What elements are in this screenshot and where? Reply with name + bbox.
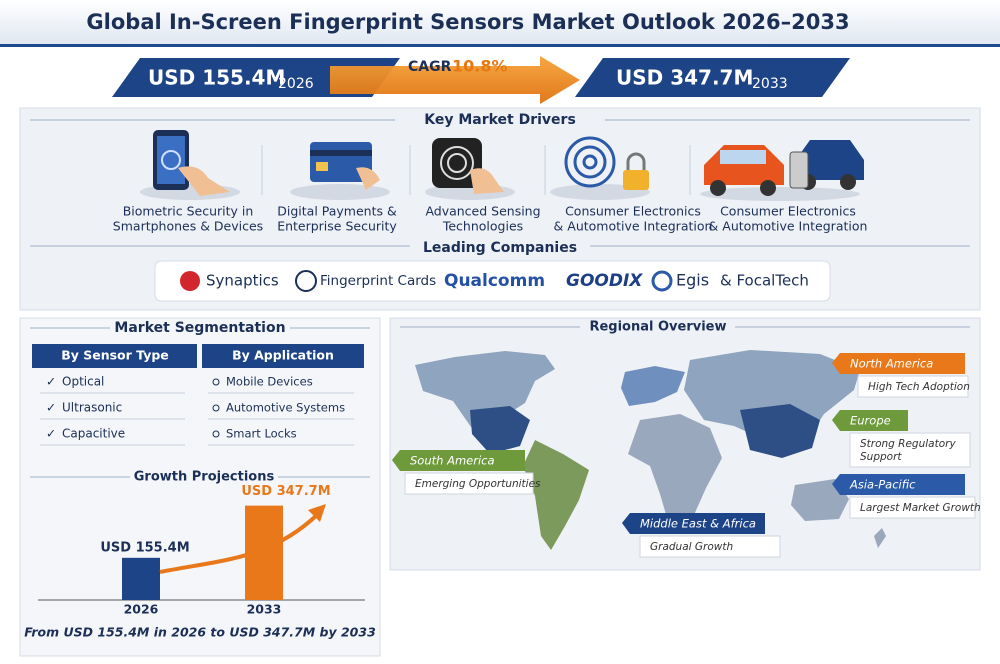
start-banner <box>112 58 400 97</box>
driver-label: Digital Payments & <box>277 204 397 219</box>
end-value: USD 347.7M <box>616 66 753 90</box>
page-title: Global In-Screen Fingerprint Sensors Mar… <box>86 10 849 34</box>
tag-point <box>832 410 840 431</box>
region-note: Gradual Growth <box>650 541 733 553</box>
bullet <box>212 430 220 438</box>
growth-title: Growth Projections <box>134 470 275 485</box>
growth-caption: From USD 155.4M in 2026 to USD 347.7M by… <box>24 625 376 640</box>
region-note: Strong Regulatory <box>860 438 956 450</box>
bar-value-label: USD 155.4M <box>100 540 189 555</box>
driver-label: Consumer Electronics <box>720 204 856 219</box>
segment-item: Ultrasonic <box>62 401 122 415</box>
start-year: 2026 <box>278 76 314 92</box>
region-tag <box>840 474 965 495</box>
region-note-box <box>849 496 976 519</box>
region-name: North America <box>850 357 933 371</box>
check: ✓ <box>46 375 56 389</box>
driver-label: Enterprise Security <box>277 219 397 234</box>
region-note: High Tech Adoption <box>868 381 970 393</box>
growth-bar <box>122 557 160 600</box>
column-header: By Application <box>232 348 334 363</box>
segmentation-title: Market Segmentation <box>114 320 285 336</box>
bullet <box>212 378 220 386</box>
header-band <box>0 0 1000 46</box>
region-note-box <box>857 375 969 398</box>
regional-title: Regional Overview <box>589 320 726 335</box>
check: ✓ <box>46 427 56 441</box>
header-rule <box>0 44 1000 47</box>
segment-item: Automotive Systems <box>226 401 345 415</box>
check: ✓ <box>46 401 56 415</box>
cagr-arrow <box>330 56 580 104</box>
bar-category: 2033 <box>247 602 282 617</box>
region-tag <box>840 353 965 374</box>
driver-label: Consumer Electronics <box>565 204 701 219</box>
trend-arrow <box>159 512 320 574</box>
tag-point <box>622 513 630 534</box>
company: Fingerprint Cards <box>320 273 436 289</box>
company: Egis <box>676 271 709 290</box>
company: Qualcomm <box>444 271 545 291</box>
segment-item: Smart Locks <box>226 427 297 441</box>
end-banner <box>575 58 850 97</box>
company: & FocalTech <box>720 272 809 290</box>
trend-arrowhead <box>308 504 326 522</box>
bullet <box>212 404 220 412</box>
icon-phone <box>140 130 240 200</box>
region-note-box <box>639 535 781 558</box>
driver-label: & Automotive Integration <box>554 219 713 234</box>
icon-sensor <box>425 138 515 200</box>
bar-value-label: USD 347.7M <box>241 484 330 499</box>
tag-point <box>832 353 840 374</box>
column-header-bg <box>202 344 364 368</box>
company: GOODIX <box>566 271 643 291</box>
segment-list: ✓ Optical ✓ Ultrasonic ✓ Capacitive Mobi… <box>40 375 354 446</box>
region-name: Middle East & Africa <box>640 517 756 531</box>
cagr-label: CAGR <box>408 59 452 75</box>
region-note-box <box>849 432 971 468</box>
segment-item: Capacitive <box>62 427 125 441</box>
region-note: Largest Market Growth <box>860 502 981 514</box>
segment-item: Optical <box>62 375 104 389</box>
tag-point <box>392 450 400 471</box>
region-tag <box>630 513 765 534</box>
companies-title: Leading Companies <box>423 240 577 256</box>
drivers-title: Key Market Drivers <box>424 112 576 128</box>
logo-mark <box>295 270 317 292</box>
region-callouts: North America High Tech Adoption Europe Str… <box>392 353 981 558</box>
region-tag <box>840 410 908 431</box>
tag-point <box>832 474 840 495</box>
end-year: 2033 <box>752 76 788 92</box>
region-name: Asia-Pacific <box>849 478 916 492</box>
region-tag <box>400 450 525 471</box>
region-name: South America <box>410 454 495 468</box>
driver-label: & Automotive Integration <box>709 219 868 234</box>
company: Synaptics <box>206 272 279 290</box>
icon-fingerprint-lock <box>550 136 650 200</box>
region-note: Emerging Opportunities <box>415 478 541 490</box>
driver-label: Biometric Security in <box>123 204 254 219</box>
logo-mark <box>180 271 200 291</box>
region-note: Support <box>860 451 902 463</box>
driver-label: Advanced Sensing <box>425 204 540 219</box>
icon-card <box>290 142 390 200</box>
start-value: USD 155.4M <box>148 66 285 90</box>
cagr-value: 10.8% <box>452 57 508 76</box>
driver-label: Technologies <box>442 219 523 234</box>
bar-category: 2026 <box>124 602 159 617</box>
logo-mark <box>651 270 673 292</box>
growth-chart: USD 155.4M 2026 USD 347.7M 2033 <box>38 484 365 617</box>
driver-label: Smartphones & Devices <box>113 219 263 234</box>
world-map <box>415 350 886 550</box>
segment-item: Mobile Devices <box>226 375 313 389</box>
column-header: By Sensor Type <box>61 348 169 363</box>
icon-cars <box>700 140 864 201</box>
region-note-box <box>404 472 534 495</box>
region-name: Europe <box>850 414 891 428</box>
column-header-bg <box>32 344 197 368</box>
